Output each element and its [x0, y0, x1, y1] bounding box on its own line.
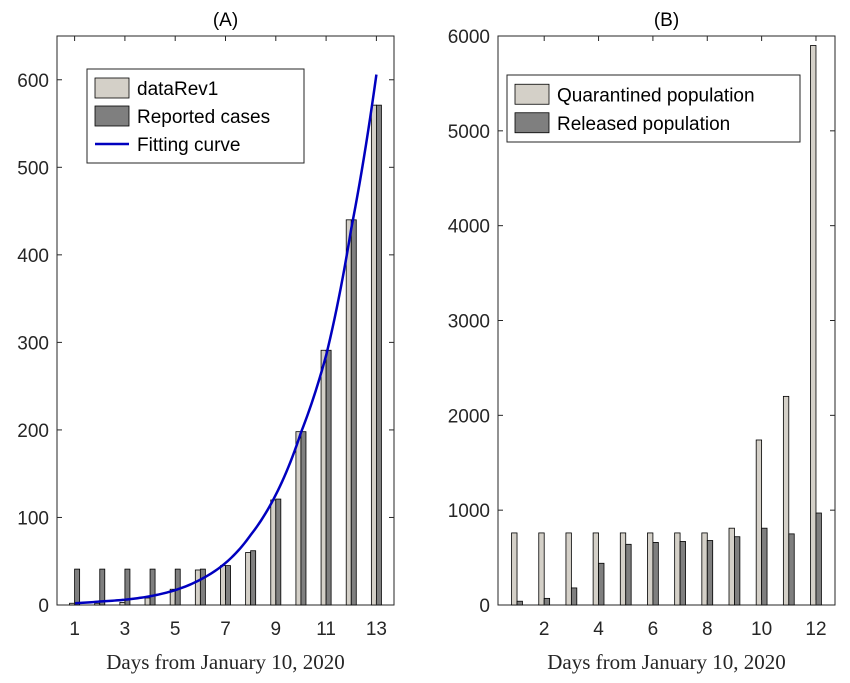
bar-reported-cases-5 — [174, 568, 181, 606]
y-tick-label: 3000 — [448, 312, 490, 333]
bar-quarantined-population-10 — [755, 439, 763, 606]
y-tick-label: 4000 — [448, 217, 490, 238]
bar-datarev1-3 — [119, 601, 126, 606]
legend-label: Fitting curve — [137, 135, 240, 156]
bar-released-population-12 — [815, 512, 822, 606]
legend-label: Quarantined population — [557, 85, 755, 106]
bar-reported-cases-1 — [74, 568, 81, 606]
bar-quarantined-population-4 — [592, 532, 599, 606]
bar-released-population-4 — [598, 562, 605, 606]
x-tick-label: 13 — [366, 619, 387, 640]
bar-released-population-5 — [625, 543, 632, 606]
bar-released-population-2 — [543, 597, 551, 606]
legend-label: dataRev1 — [137, 79, 218, 100]
bar-reported-cases-7 — [225, 565, 231, 606]
bar-reported-cases-6 — [199, 568, 206, 606]
bar-reported-cases-2 — [99, 568, 106, 606]
x-tick-label: 6 — [648, 619, 659, 640]
y-tick-label: 300 — [17, 333, 49, 354]
x-tick-label: 12 — [805, 619, 826, 640]
bar-datarev1-6 — [194, 569, 201, 606]
bar-quarantined-population-7 — [674, 532, 681, 606]
x-tick-label: 4 — [593, 619, 604, 640]
bar-quarantined-population-1 — [511, 532, 518, 606]
legend-swatch — [514, 112, 550, 134]
bar-released-population-3 — [570, 587, 578, 606]
bar-quarantined-population-11 — [782, 395, 790, 606]
bar-quarantined-population-8 — [701, 532, 708, 606]
bar-reported-cases-11 — [325, 349, 332, 606]
bar-datarev1-8 — [245, 552, 252, 606]
bar-datarev1-2 — [94, 602, 101, 606]
bar-datarev1-10 — [295, 431, 302, 606]
fitting-curve-line — [74, 74, 378, 605]
chart-title: (A) — [213, 10, 238, 31]
legend-swatch — [94, 77, 130, 99]
chart-title: (B) — [654, 10, 679, 31]
bar-quarantined-population-2 — [538, 532, 545, 606]
bar-datarev1-4 — [144, 597, 151, 606]
bar-reported-cases-10 — [300, 431, 307, 606]
legend: Quarantined population Released populatio… — [506, 74, 801, 143]
x-axis-label: Days from January 10, 2020 — [547, 650, 786, 674]
bar-quarantined-population-5 — [619, 532, 627, 606]
x-tick-label: 11 — [316, 619, 336, 640]
bar-released-population-8 — [706, 540, 714, 606]
bar-released-population-10 — [761, 527, 768, 606]
y-tick-label: 100 — [17, 508, 49, 529]
bar-reported-cases-13 — [375, 104, 382, 606]
bar-quarantined-population-3 — [565, 532, 572, 606]
x-tick-label: 10 — [751, 619, 772, 640]
bar-datarev1-13 — [370, 104, 377, 606]
bar-reported-cases-4 — [149, 568, 156, 606]
y-tick-label: 0 — [38, 596, 49, 617]
bar-datarev1-12 — [345, 219, 352, 606]
bar-released-population-6 — [652, 542, 659, 606]
bar-datarev1-7 — [220, 565, 226, 606]
x-tick-label: 2 — [539, 619, 550, 640]
legend-swatch — [514, 83, 550, 105]
legend-box — [506, 74, 801, 143]
y-tick-label: 500 — [17, 158, 49, 179]
bar-datarev1-1 — [69, 602, 76, 606]
bar-quarantined-population-12 — [810, 45, 817, 606]
y-tick-label: 6000 — [448, 27, 490, 48]
x-axis-label: Days from January 10, 2020 — [106, 650, 345, 674]
chart-panel-b: (B) 0 1000 2000 3000 4000 5000 6000 2 4 6 8 10 12 Days… — [448, 10, 836, 674]
bar-reported-cases-8 — [250, 550, 257, 606]
x-tick-label: 9 — [271, 619, 282, 640]
bar-released-population-7 — [679, 541, 686, 606]
bar-released-population-9 — [734, 536, 741, 606]
bar-reported-cases-12 — [350, 219, 357, 606]
y-tick-label: 1000 — [448, 501, 490, 522]
x-tick-label: 7 — [220, 619, 231, 640]
bar-quarantined-population-6 — [647, 532, 654, 606]
x-tick-label: 1 — [69, 619, 80, 640]
bar-released-population-1 — [516, 600, 523, 606]
y-tick-label: 0 — [479, 596, 490, 617]
legend: dataRev1 Reported cases Fitting curve — [86, 68, 305, 164]
legend-label: Reported cases — [137, 107, 270, 128]
y-tick-label: 600 — [17, 71, 49, 92]
y-tick-label: 5000 — [448, 122, 490, 143]
y-tick-label: 200 — [17, 421, 49, 442]
bar-reported-cases-9 — [275, 498, 282, 606]
bar-released-population-11 — [788, 533, 795, 606]
legend-swatch — [94, 105, 130, 127]
y-tick-label: 400 — [17, 246, 49, 267]
legend-label: Released population — [557, 114, 730, 135]
bar-datarev1-9 — [270, 499, 277, 606]
y-tick-label: 2000 — [448, 406, 490, 427]
bar-reported-cases-3 — [124, 568, 131, 606]
x-tick-label: 5 — [170, 619, 181, 640]
bar-quarantined-population-9 — [728, 527, 735, 606]
x-tick-label: 8 — [702, 619, 713, 640]
x-tick-label: 3 — [120, 619, 131, 640]
bar-datarev1-11 — [320, 349, 327, 606]
